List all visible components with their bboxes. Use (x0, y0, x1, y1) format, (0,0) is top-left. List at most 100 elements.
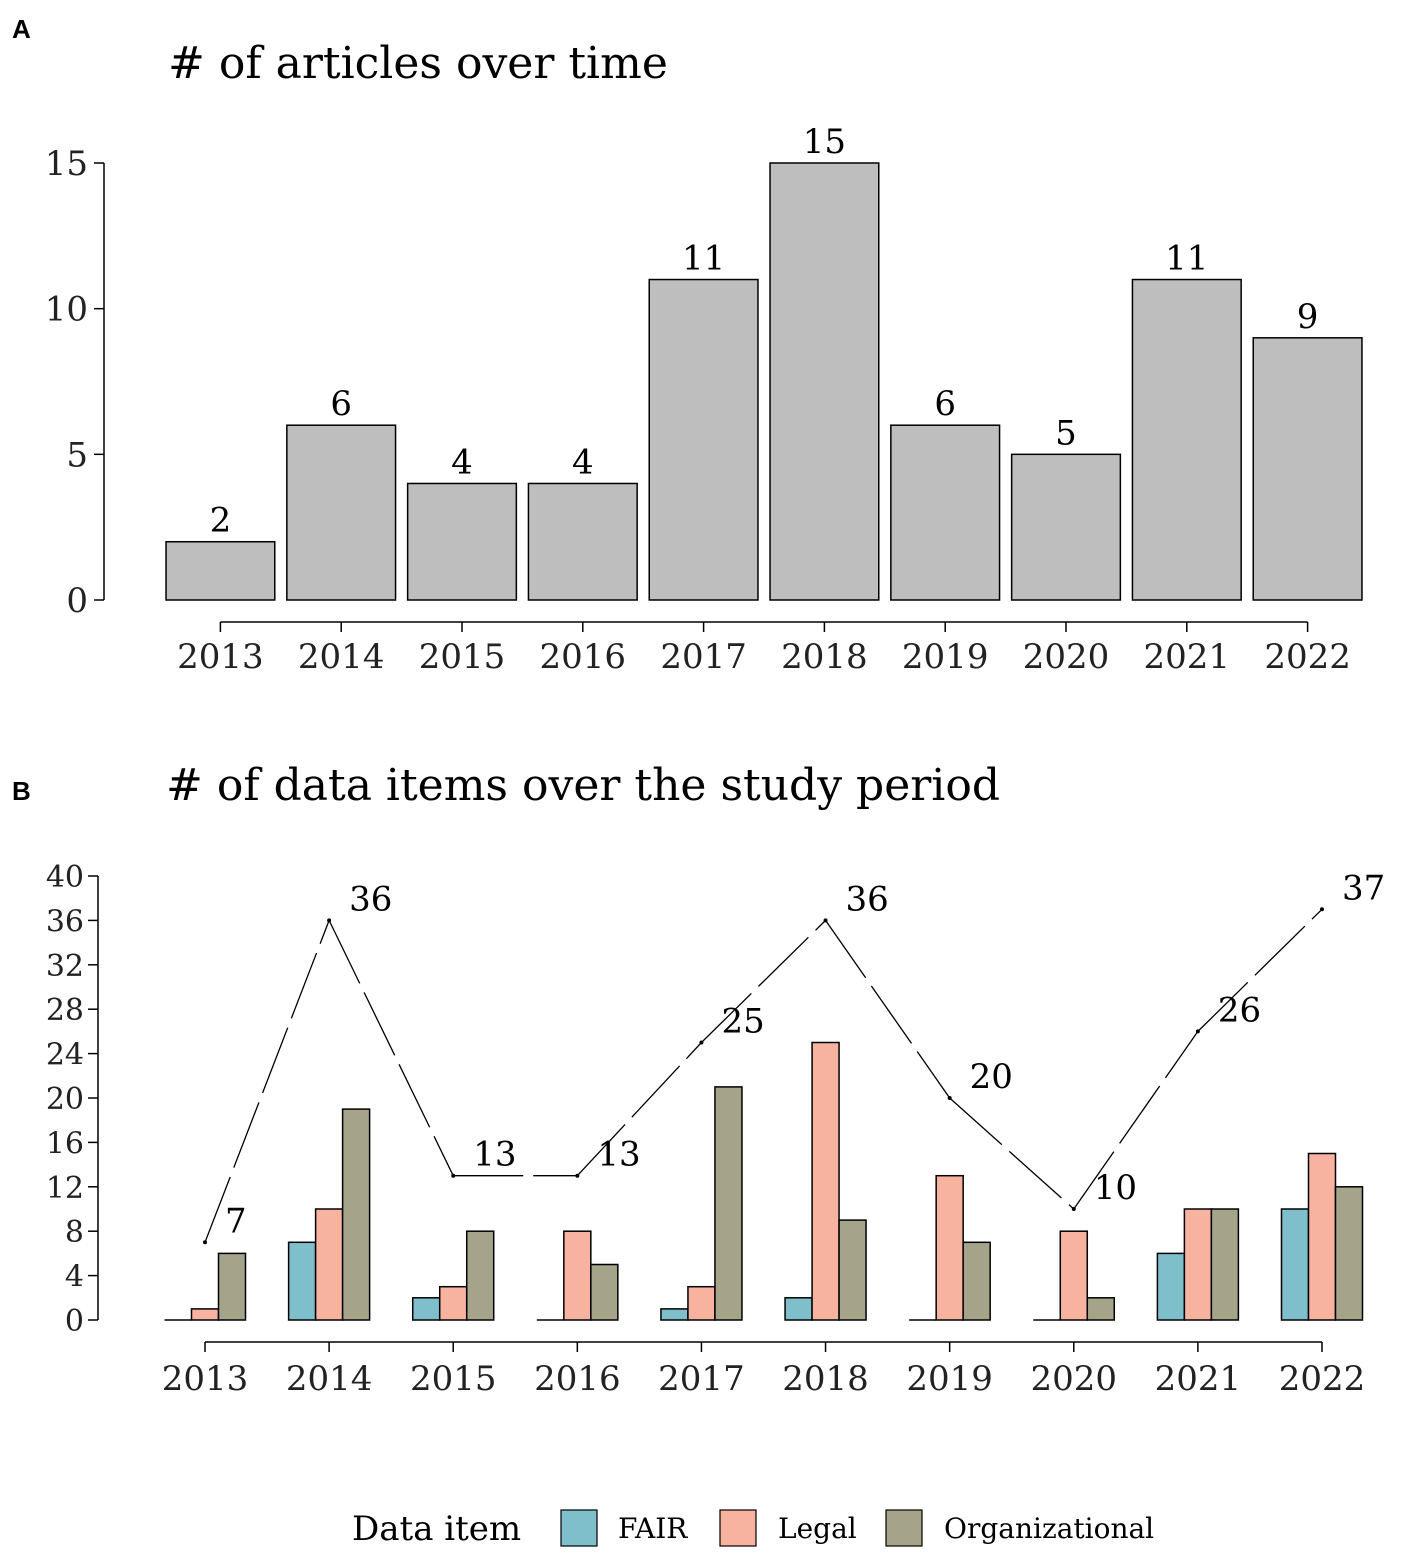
b-x-tick-label: 2015 (410, 1359, 497, 1399)
a-x-tick-label: 2018 (781, 637, 868, 677)
a-bar-2018 (769, 162, 880, 601)
a-data-label: 11 (682, 239, 725, 279)
b-bar-legal-2014 (314, 1208, 344, 1321)
b-total-label: 13 (473, 1135, 516, 1175)
b-y-tick-label: 32 (46, 949, 84, 984)
panel-a-title: # of articles over time (168, 38, 668, 89)
b-bar-organizational-2019 (962, 1241, 991, 1321)
a-x-tick-label: 2020 (1023, 637, 1110, 677)
a-bar-2021 (1131, 278, 1242, 601)
panel-a-label: A (12, 14, 31, 44)
legend-label-fair: FAIR (618, 1512, 688, 1545)
panel-b-label: B (12, 776, 31, 806)
a-x-tick-label: 2016 (540, 637, 627, 677)
b-x-tick-label: 2019 (906, 1359, 993, 1399)
b-y-tick-label: 20 (46, 1082, 84, 1117)
b-total-label: 26 (1218, 990, 1261, 1030)
a-bar-2019 (890, 424, 1001, 601)
a-bar-2022 (1252, 337, 1363, 601)
a-data-label: 15 (803, 122, 846, 162)
b-bar-organizational-2018 (838, 1219, 867, 1321)
b-y-tick-label: 4 (65, 1260, 84, 1295)
b-total-label: 37 (1342, 868, 1385, 908)
a-data-label: 4 (572, 442, 594, 482)
b-y-tick-label: 28 (46, 993, 84, 1028)
panel-a-axes: 0 5 10 15 2013 2014 2015 2016 2017 2018 2019 2020 20… (45, 144, 1351, 677)
b-bar-fair-2017 (660, 1308, 689, 1321)
a-data-label: 11 (1165, 239, 1208, 279)
b-total-label: 20 (970, 1057, 1013, 1097)
legend-label-organizational: Organizational (944, 1512, 1154, 1545)
a-bar-2014 (286, 424, 397, 601)
b-total-line-segment (204, 920, 330, 1243)
b-y-tick-label: 12 (46, 1171, 84, 1206)
a-bar-2016 (527, 482, 638, 601)
b-bar-legal-2017 (687, 1285, 716, 1321)
b-bar-fair-2018 (784, 1297, 813, 1321)
b-total-label: 25 (721, 1002, 764, 1042)
b-total-label: 36 (349, 879, 392, 919)
b-bar-organizational-2022 (1334, 1186, 1364, 1321)
b-bar-legal-2020 (1059, 1230, 1089, 1321)
panel-b-total-line (203, 907, 1324, 1245)
b-bar-legal-2013 (190, 1308, 220, 1321)
b-x-tick-label: 2017 (658, 1359, 745, 1399)
b-x-tick-label: 2020 (1031, 1359, 1118, 1399)
a-x-tick-label: 2013 (177, 637, 264, 677)
legend: Data item FAIR Legal Organizational (352, 1509, 1154, 1549)
panel-b-total-labels: 7 36 13 13 25 36 20 10 26 37 (225, 868, 1385, 1241)
b-y-tick-label: 24 (46, 1038, 84, 1073)
b-x-tick-label: 2013 (162, 1359, 249, 1399)
b-total-point-2022 (1320, 907, 1324, 912)
b-total-label: 10 (1094, 1168, 1137, 1208)
b-total-point-2020 (1071, 1207, 1076, 1211)
b-total-point-2019 (947, 1096, 952, 1100)
b-total-point-2021 (1195, 1029, 1200, 1034)
b-x-tick-label: 2022 (1279, 1359, 1366, 1399)
a-data-label: 6 (330, 384, 352, 424)
panel-a-bars (165, 162, 1363, 601)
a-y-tick-label: 5 (66, 435, 88, 475)
b-total-point-2015 (451, 1173, 456, 1178)
b-bar-fair-2014 (287, 1241, 317, 1321)
legend-title: Data item (352, 1509, 521, 1549)
a-x-tick-label: 2014 (298, 637, 385, 677)
a-data-label: 9 (1297, 297, 1319, 337)
a-y-tick-label: 15 (45, 144, 88, 184)
a-bar-2017 (648, 278, 759, 601)
b-bar-legal-2018 (811, 1041, 840, 1321)
b-bar-fair-2015 (411, 1297, 441, 1321)
b-x-tick-label: 2016 (534, 1359, 621, 1399)
b-total-point-2016 (575, 1173, 580, 1178)
b-bar-organizational-2013 (217, 1252, 247, 1321)
b-bar-legal-2015 (438, 1285, 468, 1321)
b-total-label: 36 (846, 879, 889, 919)
legend-swatch-legal (719, 1509, 757, 1547)
b-bar-organizational-2014 (341, 1108, 371, 1321)
b-total-line-segment (1073, 1031, 1199, 1210)
panel-a-data-labels: 2 6 4 4 11 15 6 5 11 9 (210, 122, 1319, 541)
b-y-tick-label: 40 (46, 860, 84, 895)
b-y-tick-label: 8 (65, 1215, 84, 1250)
a-x-tick-label: 2021 (1144, 637, 1231, 677)
a-x-tick-label: 2015 (419, 637, 506, 677)
a-x-tick-label: 2022 (1264, 637, 1351, 677)
b-total-label: 7 (225, 1201, 247, 1241)
panel-b: B # of data items over the study period … (12, 760, 1385, 1399)
b-bar-fair-2021 (1156, 1252, 1186, 1321)
legend-swatch-fair (560, 1509, 598, 1547)
legend-label-legal: Legal (778, 1512, 857, 1545)
a-data-label: 6 (934, 384, 956, 424)
b-bar-legal-2022 (1307, 1152, 1337, 1321)
b-total-point-2014 (327, 918, 332, 923)
b-total-point-2018 (823, 918, 828, 923)
b-bar-organizational-2016 (590, 1263, 619, 1321)
b-total-line-segment (576, 1042, 702, 1177)
panel-b-bars (164, 1041, 1364, 1321)
b-x-tick-label: 2018 (782, 1359, 869, 1399)
a-x-tick-label: 2017 (660, 637, 747, 677)
a-bar-2015 (406, 482, 518, 601)
a-data-label: 4 (451, 442, 473, 482)
b-total-line-segment (949, 1097, 1075, 1210)
